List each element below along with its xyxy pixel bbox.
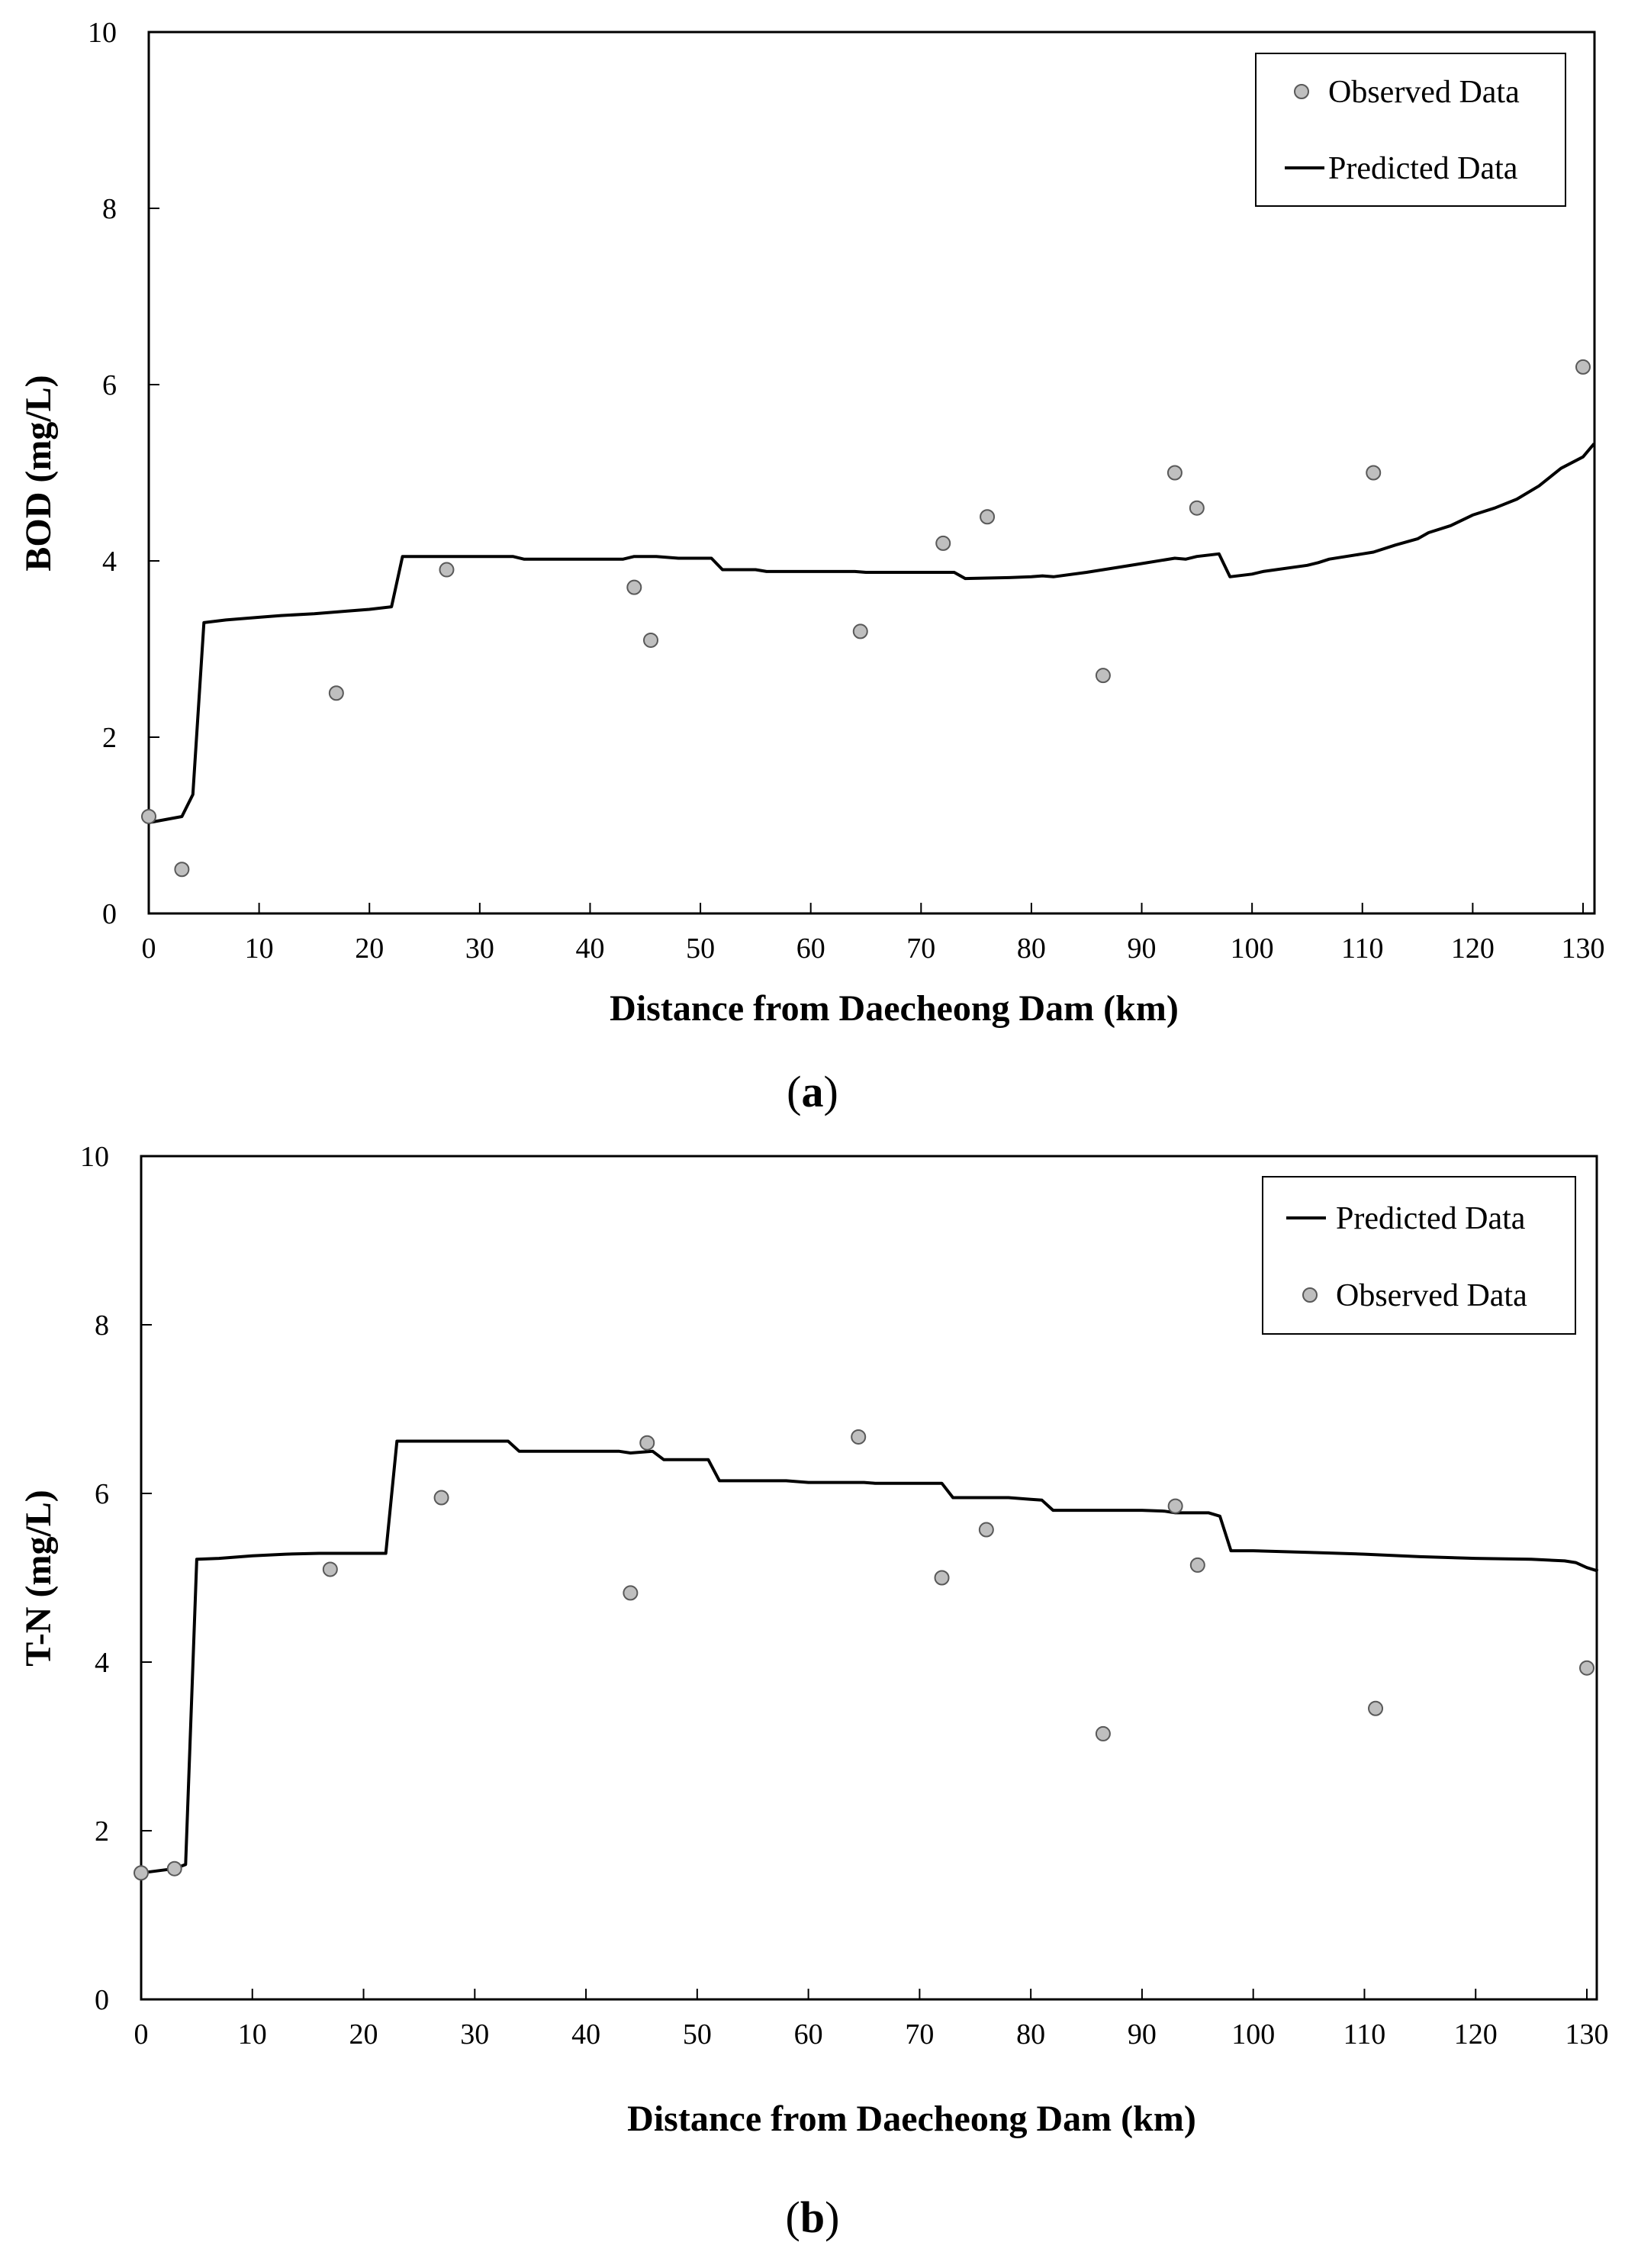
x-tick-label: 80 bbox=[1017, 933, 1046, 965]
legend-predicted-label: Predicted Data bbox=[1336, 1201, 1526, 1236]
x-tick-label: 0 bbox=[134, 2018, 149, 2051]
y-tick-label: 10 bbox=[80, 1141, 109, 1173]
x-tick-label: 70 bbox=[906, 933, 935, 965]
observed-data-point bbox=[174, 862, 190, 878]
x-tick-label: 70 bbox=[905, 2018, 934, 2051]
legend: Observed Data Predicted Data bbox=[1255, 53, 1566, 207]
x-tick-label: 30 bbox=[465, 933, 494, 965]
x-tick-label: 120 bbox=[1454, 2018, 1498, 2051]
legend-box bbox=[1262, 1176, 1576, 1335]
legend-predicted-label: Predicted Data bbox=[1328, 151, 1518, 186]
y-axis-label: T-N (mg/L) bbox=[18, 1490, 59, 1667]
x-tick-label: 50 bbox=[686, 933, 715, 965]
x-axis-ticks: 0 10 20 30 40 50 60 70 80 90 100 110 120 130 bbox=[142, 903, 1605, 965]
x-tick-label: 130 bbox=[1562, 933, 1605, 965]
observed-data-point bbox=[1166, 465, 1183, 481]
predicted-data-line bbox=[148, 443, 1596, 824]
x-axis-label: Distance from Daecheong Dam (km) bbox=[610, 988, 1179, 1029]
observed-data-point bbox=[626, 579, 642, 595]
observed-data-point bbox=[980, 509, 996, 525]
observed-series bbox=[141, 359, 1591, 878]
legend-observed-label: Observed Data bbox=[1328, 75, 1520, 110]
observed-data-point bbox=[978, 1522, 994, 1538]
observed-data-point bbox=[1575, 359, 1591, 375]
legend-box bbox=[1255, 53, 1566, 207]
observed-data-point bbox=[1189, 500, 1205, 516]
y-axis-label: BOD (mg/L) bbox=[18, 375, 59, 571]
x-tick-label: 110 bbox=[1343, 2018, 1386, 2051]
observed-data-point bbox=[439, 562, 455, 578]
observed-data-point bbox=[1579, 1660, 1594, 1676]
observed-data-point bbox=[433, 1490, 449, 1506]
observed-data-point bbox=[934, 1570, 950, 1586]
x-tick-label: 110 bbox=[1341, 933, 1384, 965]
observed-series bbox=[134, 1429, 1594, 1881]
x-tick-label: 80 bbox=[1016, 2018, 1045, 2051]
y-tick-label: 2 bbox=[95, 1815, 109, 1848]
x-tick-label: 10 bbox=[245, 933, 274, 965]
observed-data-point bbox=[1366, 465, 1382, 481]
x-tick-label: 20 bbox=[349, 2018, 378, 2051]
x-tick-label: 20 bbox=[355, 933, 384, 965]
y-tick-label: 4 bbox=[102, 546, 117, 578]
y-tick-label: 6 bbox=[102, 369, 117, 401]
x-tick-label: 0 bbox=[142, 933, 156, 965]
observed-data-point bbox=[1095, 1725, 1111, 1741]
y-axis-ticks: 0 2 4 6 8 10 bbox=[88, 17, 159, 930]
y-tick-label: 4 bbox=[95, 1647, 109, 1679]
predicted-data-line bbox=[140, 1439, 1599, 1875]
observed-data-point bbox=[852, 623, 868, 639]
x-tick-label: 90 bbox=[1128, 933, 1157, 965]
observed-data-point bbox=[1189, 1557, 1205, 1573]
y-tick-label: 0 bbox=[95, 1984, 109, 2016]
x-tick-label: 30 bbox=[460, 2018, 489, 2051]
x-tick-label: 90 bbox=[1128, 2018, 1157, 2051]
observed-data-point bbox=[328, 685, 344, 701]
x-tick-label: 130 bbox=[1565, 2018, 1609, 2051]
y-tick-label: 8 bbox=[102, 193, 117, 225]
x-tick-label: 50 bbox=[683, 2018, 712, 2051]
x-tick-label: 60 bbox=[794, 2018, 823, 2051]
x-axis-ticks: 0 10 20 30 40 50 60 70 80 90 100 110 120 130 bbox=[134, 1989, 1609, 2051]
observed-data-point bbox=[322, 1561, 338, 1577]
observed-data-point bbox=[935, 535, 951, 551]
observed-data-point bbox=[851, 1429, 867, 1445]
panel-label-a: (a) bbox=[787, 1067, 838, 1116]
legend: Predicted Data Observed Data bbox=[1262, 1176, 1576, 1335]
observed-data-point bbox=[141, 808, 156, 824]
x-tick-label: 60 bbox=[796, 933, 825, 965]
legend-observed-marker bbox=[1302, 1287, 1318, 1303]
y-tick-label: 10 bbox=[88, 17, 117, 49]
x-tick-label: 100 bbox=[1231, 2018, 1275, 2051]
x-tick-label: 40 bbox=[571, 2018, 600, 2051]
x-tick-label: 10 bbox=[238, 2018, 267, 2051]
x-tick-label: 120 bbox=[1451, 933, 1495, 965]
predicted-series bbox=[140, 1439, 1599, 1875]
y-axis-ticks: 0 2 4 6 8 10 bbox=[80, 1141, 152, 2016]
legend-observed-label: Observed Data bbox=[1336, 1278, 1527, 1313]
x-tick-label: 40 bbox=[575, 933, 604, 965]
panel-label-b: (b) bbox=[786, 2192, 840, 2242]
observed-data-point bbox=[643, 632, 658, 648]
observed-data-point bbox=[166, 1860, 182, 1877]
observed-data-point bbox=[1368, 1700, 1384, 1716]
observed-data-point bbox=[134, 1865, 149, 1881]
observed-data-point bbox=[639, 1435, 655, 1451]
x-axis-label: Distance from Daecheong Dam (km) bbox=[627, 2099, 1196, 2139]
predicted-series bbox=[148, 443, 1596, 824]
plot-area-frame bbox=[140, 1155, 1598, 2001]
observed-data-point bbox=[623, 1585, 639, 1601]
x-tick-label: 100 bbox=[1231, 933, 1274, 965]
observed-data-point bbox=[1167, 1498, 1183, 1514]
y-tick-label: 6 bbox=[95, 1478, 109, 1510]
y-tick-label: 2 bbox=[102, 722, 117, 754]
observed-data-point bbox=[1095, 668, 1111, 684]
y-tick-label: 0 bbox=[102, 898, 117, 930]
plot-area-frame bbox=[147, 31, 1596, 915]
legend-observed-marker bbox=[1294, 84, 1309, 99]
y-tick-label: 8 bbox=[95, 1310, 109, 1342]
